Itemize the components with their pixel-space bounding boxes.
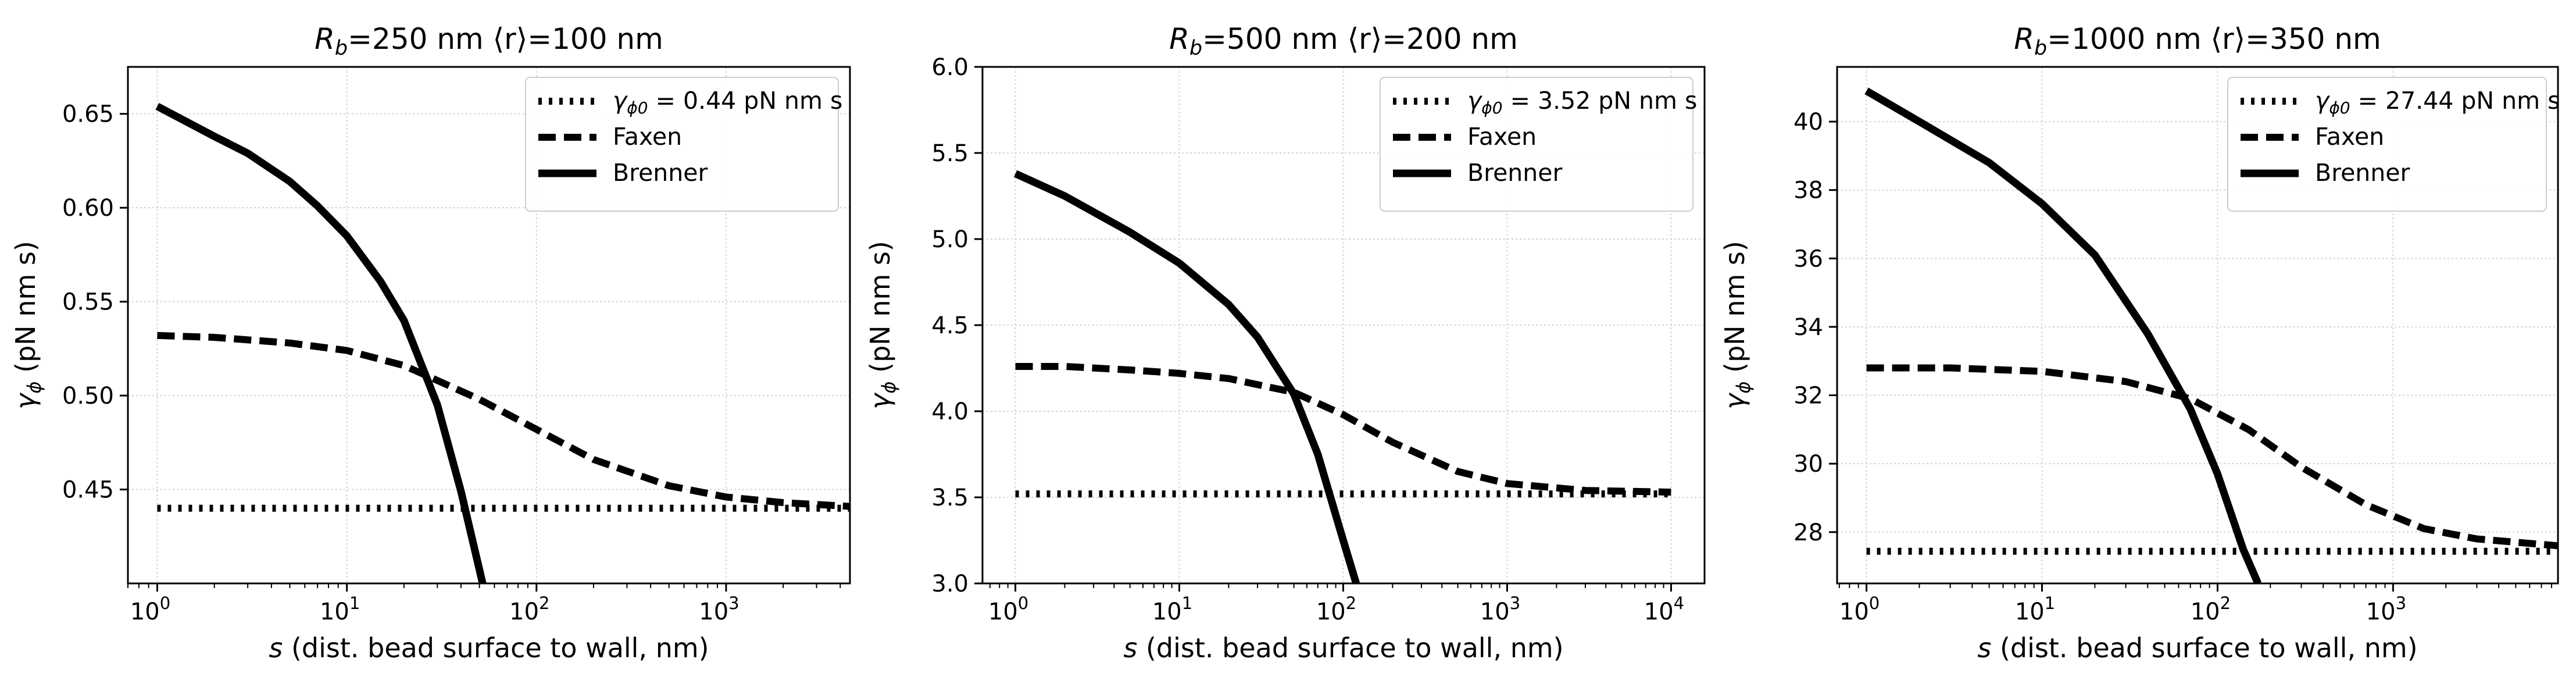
x-tick-label: 102	[2191, 593, 2231, 625]
legend-label: γϕ0 = 0.44 pN nm s	[613, 87, 842, 117]
series-line-faxen	[1015, 363, 1671, 496]
x-tick-label: 100	[988, 593, 1028, 625]
y-tick-label: 4.0	[931, 398, 969, 425]
legend-label: Brenner	[1467, 159, 1563, 187]
y-tick-label: 0.50	[62, 383, 114, 409]
y-axis-label: γϕ (pN nm s)	[10, 241, 45, 409]
legend-frame	[2227, 77, 2547, 212]
legend-label: Faxen	[1467, 123, 1537, 151]
panel-3: 100 101 102 103 28 30 32 34 36 38 40 Rb=1000 nm ⟨r⟩…	[1719, 22, 2560, 664]
legend-label: γϕ0 = 3.52 pN nm s	[1467, 87, 1697, 117]
legend-label: Brenner	[2315, 159, 2410, 187]
y-tick-label: 36	[1793, 245, 1823, 272]
y-tick-label: 0.55	[62, 289, 114, 316]
y-tick-label: 3.0	[931, 571, 969, 597]
series-line-faxen	[1866, 364, 2558, 550]
x-tick-label: 104	[1644, 593, 1684, 625]
y-tick-label: 0.45	[62, 477, 114, 504]
chart-title: Rb=500 nm ⟨r⟩=200 nm	[1169, 22, 1518, 60]
y-axis-label: γϕ (pN nm s)	[1719, 241, 1755, 409]
y-tick-label: 5.5	[931, 140, 969, 167]
x-axis-label: s (dist. bead surface to wall, nm)	[1123, 632, 1563, 664]
legend-frame	[525, 77, 839, 212]
y-axis-label: γϕ (pN nm s)	[864, 241, 900, 409]
series-line-faxen	[157, 332, 850, 510]
y-tick-label: 6.0	[931, 54, 969, 81]
y-tick-label: 38	[1793, 177, 1823, 204]
y-tick-label: 4.5	[931, 312, 969, 339]
panel-2: 100 101 102 103 104 3.0 3.5 4.0 4.5 5.0 5.5 6.0 Rb=5…	[864, 22, 1706, 664]
axes-frame	[1836, 66, 2559, 585]
x-tick-label: 102	[1316, 593, 1356, 625]
legend-label: Faxen	[2315, 123, 2384, 151]
series-line-brenner	[1013, 170, 1360, 583]
legend-label: γϕ0 = 27.44 pN nm s	[2315, 87, 2560, 117]
y-tick-label: 0.60	[62, 195, 114, 222]
x-tick-label: 103	[699, 593, 739, 625]
x-tick-label: 101	[1152, 593, 1192, 625]
x-tick-label: 103	[2366, 593, 2406, 625]
axes-frame	[127, 66, 851, 585]
series-line-brenner	[1864, 87, 2261, 583]
x-tick-label: 100	[1839, 593, 1880, 625]
chart-title: Rb=250 nm ⟨r⟩=100 nm	[315, 22, 663, 60]
legend: γϕ0 = 3.52 pN nm s Faxen Brenner	[1380, 77, 1697, 212]
x-tick-label: 103	[1480, 593, 1520, 625]
chart-title: Rb=1000 nm ⟨r⟩=350 nm	[2014, 22, 2381, 60]
x-tick-label: 101	[320, 593, 360, 625]
y-tick-label: 3.5	[931, 485, 969, 511]
x-axis-label: s (dist. bead surface to wall, nm)	[1977, 632, 2417, 664]
legend-label: Brenner	[613, 159, 708, 187]
x-tick-label: 100	[130, 593, 170, 625]
x-tick-label: 102	[509, 593, 549, 625]
y-tick-label: 32	[1793, 383, 1823, 409]
legend: γϕ0 = 0.44 pN nm s Faxen Brenner	[525, 77, 842, 212]
x-tick-label: 101	[2015, 593, 2055, 625]
legend: γϕ0 = 27.44 pN nm s Faxen Brenner	[2227, 77, 2560, 212]
y-tick-label: 40	[1793, 109, 1823, 136]
y-tick-label: 28	[1793, 519, 1823, 546]
y-tick-label: 0.65	[62, 101, 114, 128]
x-axis-label: s (dist. bead surface to wall, nm)	[269, 632, 709, 664]
legend-label: Faxen	[613, 123, 682, 151]
y-tick-label: 34	[1793, 314, 1823, 341]
y-tick-label: 5.0	[931, 226, 969, 253]
panel-1: 100 101 102 103 0.45 0.50 0.55 0.60 0.65 Rb=250 n…	[10, 22, 851, 664]
legend-frame	[1380, 77, 1693, 212]
y-tick-label: 30	[1793, 451, 1823, 478]
series-line-brenner	[155, 103, 487, 583]
